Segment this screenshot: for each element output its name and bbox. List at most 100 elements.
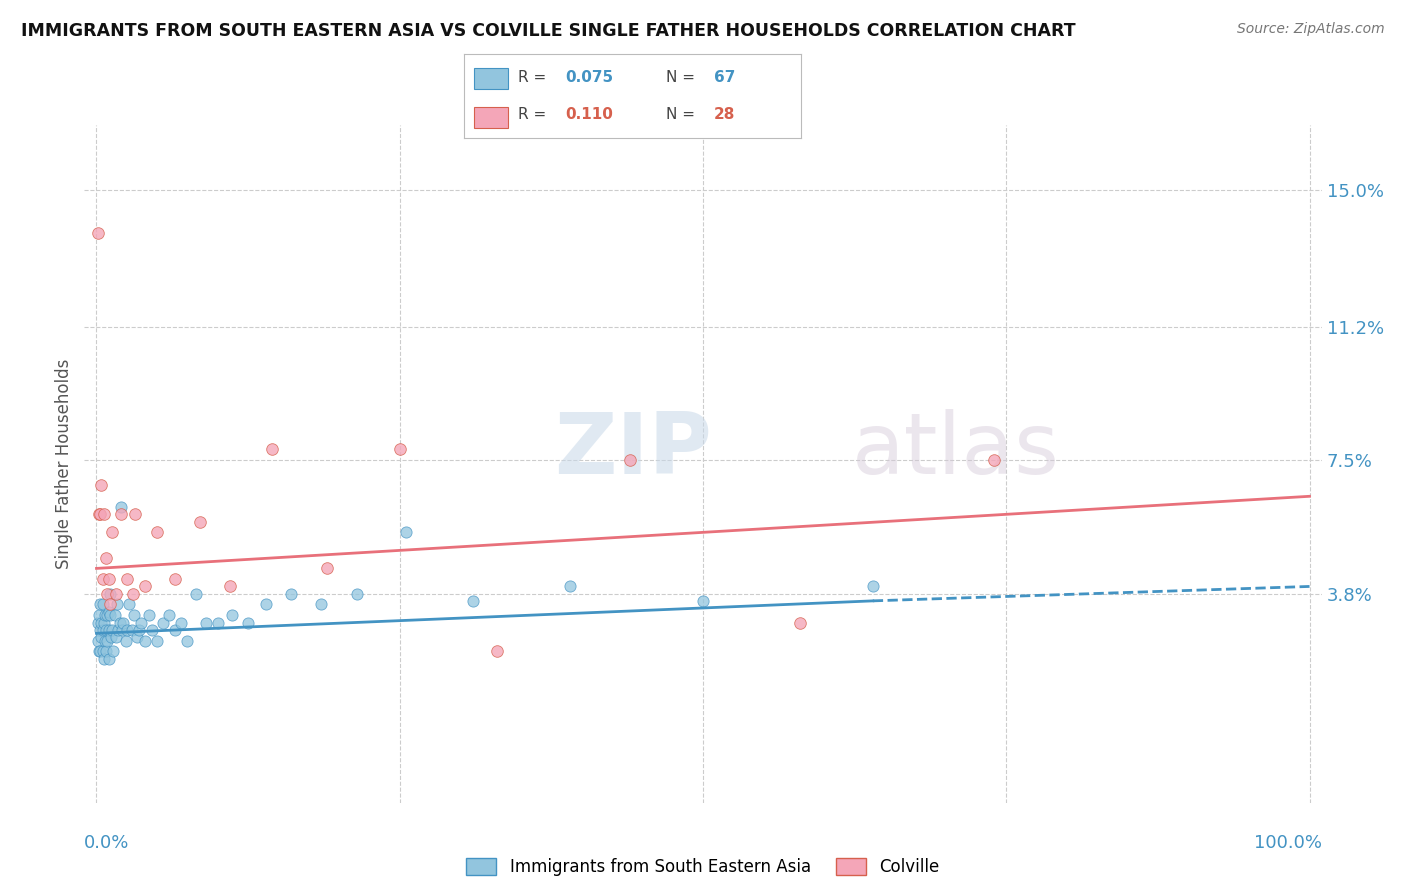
Point xyxy=(90,615,112,630)
Point xyxy=(146,525,169,540)
Point xyxy=(96,550,118,565)
Point xyxy=(115,623,138,637)
Point xyxy=(112,615,135,630)
Point xyxy=(110,508,132,522)
Point xyxy=(100,630,122,644)
FancyBboxPatch shape xyxy=(474,68,508,89)
Point xyxy=(157,608,180,623)
Point xyxy=(236,615,259,630)
Point xyxy=(90,478,112,492)
Point xyxy=(115,572,138,586)
Point xyxy=(219,579,242,593)
Text: N =: N = xyxy=(666,70,700,85)
Point xyxy=(98,587,121,601)
Point xyxy=(91,598,114,612)
Point xyxy=(91,623,114,637)
Point xyxy=(221,608,243,623)
Point xyxy=(101,525,124,540)
Point xyxy=(346,587,368,601)
Point xyxy=(98,598,121,612)
Point xyxy=(104,587,127,601)
Point xyxy=(170,615,193,630)
Point xyxy=(485,644,508,658)
Point xyxy=(262,442,284,457)
Point xyxy=(90,630,112,644)
Point xyxy=(103,644,125,658)
Point xyxy=(165,572,187,586)
Text: 0.110: 0.110 xyxy=(565,107,613,122)
Point xyxy=(125,630,148,644)
Point xyxy=(388,442,411,457)
Legend: Immigrants from South Eastern Asia, Colville: Immigrants from South Eastern Asia, Colv… xyxy=(460,851,946,882)
Point xyxy=(188,515,211,529)
Point xyxy=(110,500,132,515)
Point xyxy=(104,630,127,644)
Point xyxy=(619,453,641,467)
Point xyxy=(97,651,120,665)
Point xyxy=(97,605,120,619)
FancyBboxPatch shape xyxy=(474,107,508,128)
Point xyxy=(87,644,110,658)
Point xyxy=(96,623,118,637)
Point xyxy=(184,587,207,601)
Point xyxy=(122,587,145,601)
Point xyxy=(96,644,118,658)
Text: 28: 28 xyxy=(714,107,735,122)
Point xyxy=(165,623,187,637)
Point xyxy=(104,608,127,623)
Text: Source: ZipAtlas.com: Source: ZipAtlas.com xyxy=(1237,22,1385,37)
Point xyxy=(114,633,136,648)
Text: IMMIGRANTS FROM SOUTH EASTERN ASIA VS COLVILLE SINGLE FATHER HOUSEHOLDS CORRELAT: IMMIGRANTS FROM SOUTH EASTERN ASIA VS CO… xyxy=(21,22,1076,40)
Point xyxy=(122,608,145,623)
Text: N =: N = xyxy=(666,107,700,122)
Point xyxy=(96,587,118,601)
Point xyxy=(93,651,115,665)
Point xyxy=(558,579,581,593)
Point xyxy=(87,608,110,623)
Point xyxy=(395,525,418,540)
Point xyxy=(983,453,1005,467)
Point xyxy=(87,508,110,522)
Point xyxy=(309,598,332,612)
Point xyxy=(89,508,111,522)
Point xyxy=(89,623,111,637)
Point xyxy=(105,598,128,612)
Point xyxy=(93,508,115,522)
Point xyxy=(91,644,114,658)
Point xyxy=(124,508,146,522)
Text: R =: R = xyxy=(517,70,551,85)
Text: 0.075: 0.075 xyxy=(565,70,613,85)
Text: R =: R = xyxy=(517,107,551,122)
Point xyxy=(789,615,811,630)
Text: atlas: atlas xyxy=(852,409,1060,491)
Point xyxy=(134,633,156,648)
Point xyxy=(86,633,108,648)
Point xyxy=(101,623,124,637)
Text: 0.0%: 0.0% xyxy=(84,834,129,852)
Point xyxy=(86,226,108,240)
Point xyxy=(254,598,277,612)
Point xyxy=(89,598,111,612)
Point xyxy=(121,623,143,637)
Point xyxy=(141,623,163,637)
Point xyxy=(692,594,714,608)
Point xyxy=(316,561,339,575)
Point xyxy=(91,572,114,586)
Point xyxy=(131,615,153,630)
Text: 100.0%: 100.0% xyxy=(1254,834,1322,852)
Point xyxy=(176,633,198,648)
Point xyxy=(96,633,118,648)
Point xyxy=(93,615,115,630)
Point xyxy=(134,579,156,593)
Point xyxy=(97,623,120,637)
Point xyxy=(94,633,117,648)
Text: ZIP: ZIP xyxy=(554,409,713,491)
Point xyxy=(128,623,150,637)
Text: 67: 67 xyxy=(714,70,735,85)
Point xyxy=(89,644,111,658)
Point xyxy=(94,608,117,623)
Point xyxy=(152,615,174,630)
Point xyxy=(862,579,884,593)
Point xyxy=(96,608,118,623)
Point xyxy=(97,572,120,586)
